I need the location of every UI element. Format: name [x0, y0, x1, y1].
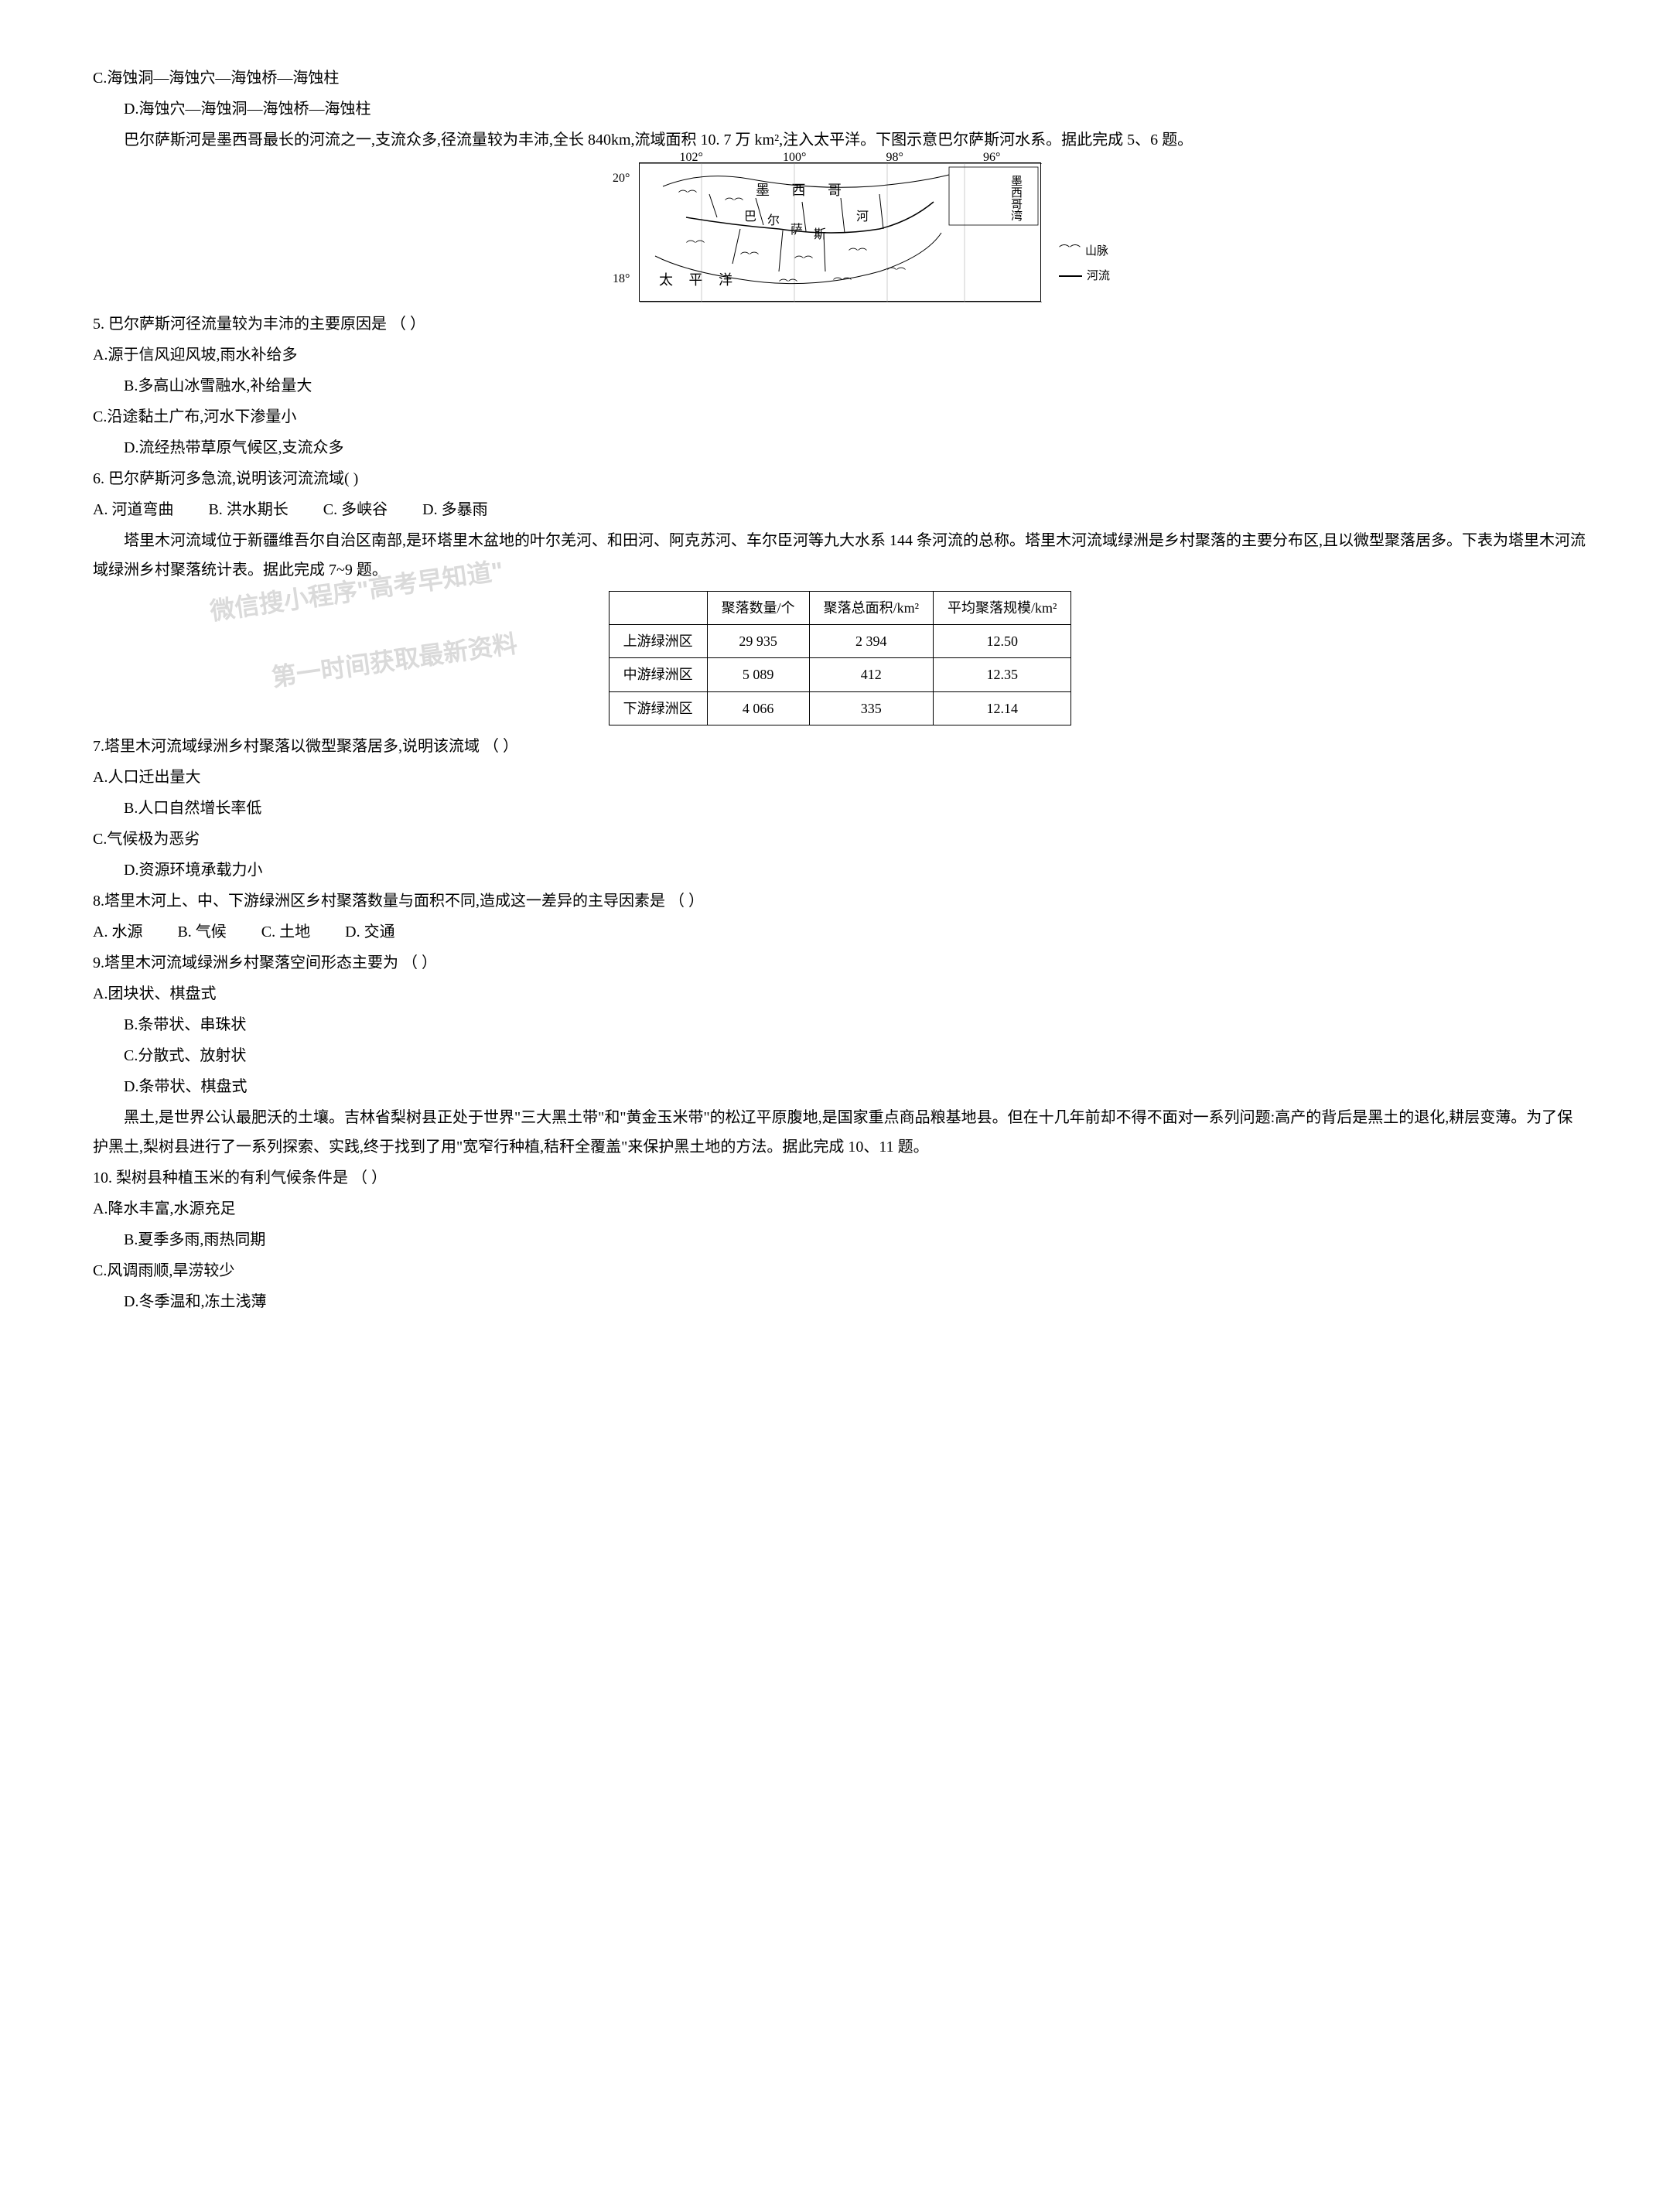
legend-river: 河流 — [1087, 265, 1110, 288]
table-header: 聚落数量/个 — [707, 592, 809, 625]
table-cell: 5 089 — [707, 658, 809, 691]
q10-stem: 10. 梨树县种植玉米的有利气候条件是 （ ） — [93, 1163, 1587, 1193]
svg-text:⌒⌒: ⌒⌒ — [779, 278, 797, 289]
lat-label: 20° — [613, 167, 630, 190]
option-c: C.海蚀洞—海蚀穴—海蚀桥—海蚀柱 — [93, 63, 1587, 93]
table-cell: 上游绿洲区 — [609, 625, 707, 658]
q10-d: D.冬季温和,冻土浅薄 — [93, 1287, 1587, 1316]
svg-text:⌒⌒: ⌒⌒ — [849, 248, 867, 258]
q10-c: C.风调雨顺,旱涝较少 — [93, 1256, 1587, 1285]
svg-text:⌒⌒: ⌒⌒ — [794, 255, 813, 266]
q8-stem: 8.塔里木河上、中、下游绿洲区乡村聚落数量与面积不同,造成这一差异的主导因素是 … — [93, 886, 1587, 916]
passage-2: 塔里木河流域位于新疆维吾尔自治区南部,是环塔里木盆地的叶尔羌河、和田河、阿克苏河… — [93, 526, 1587, 585]
q8-c: C. 土地 — [261, 923, 310, 941]
q9-d: D.条带状、棋盘式 — [93, 1072, 1587, 1101]
lat-label: 18° — [613, 268, 630, 291]
q6-c: C. 多峡谷 — [323, 501, 388, 518]
mountain-icon: ⌒⌒ — [1059, 241, 1081, 262]
river-icon — [1059, 275, 1082, 277]
table-cell: 412 — [809, 658, 933, 691]
table-header: 聚落总面积/km² — [809, 592, 933, 625]
q9-b: B.条带状、串珠状 — [93, 1010, 1587, 1040]
table-header-row: 聚落数量/个 聚落总面积/km² 平均聚落规模/km² — [609, 592, 1071, 625]
q7-b: B.人口自然增长率低 — [93, 794, 1587, 823]
q8-b: B. 气候 — [177, 923, 226, 941]
table-row: 中游绿洲区 5 089 412 12.35 — [609, 658, 1071, 691]
q9-stem: 9.塔里木河流域绿洲乡村聚落空间形态主要为 （ ） — [93, 948, 1587, 978]
map-figure: 102° 100° 98° 96° 20° 18° 墨 西 哥 巴 尔 萨 斯 … — [93, 162, 1587, 302]
q6-d: D. 多暴雨 — [422, 501, 487, 518]
table-cell: 下游绿洲区 — [609, 691, 707, 725]
watermark-2: 第一时间获取最新资料 — [268, 620, 520, 702]
q5-stem: 5. 巴尔萨斯河径流量较为丰沛的主要原因是 （ ） — [93, 309, 1587, 339]
q9-c: C.分散式、放射状 — [93, 1041, 1587, 1070]
q5-d: D.流经热带草原气候区,支流众多 — [93, 433, 1587, 463]
q10-a: A.降水丰富,水源充足 — [93, 1194, 1587, 1224]
q8-options: A. 水源 B. 气候 C. 土地 D. 交通 — [93, 917, 1587, 947]
q9-a: A.团块状、棋盘式 — [93, 979, 1587, 1009]
legend-mountain: 山脉 — [1085, 241, 1108, 263]
table-cell: 12.50 — [934, 625, 1071, 658]
svg-text:⌒⌒: ⌒⌒ — [740, 251, 759, 262]
table-cell: 中游绿洲区 — [609, 658, 707, 691]
svg-text:⌒⌒: ⌒⌒ — [725, 197, 743, 208]
table-cell: 335 — [809, 691, 933, 725]
table-cell: 29 935 — [707, 625, 809, 658]
table-cell: 2 394 — [809, 625, 933, 658]
q5-c: C.沿途黏土广布,河水下渗量小 — [93, 402, 1587, 432]
q7-a: A.人口迁出量大 — [93, 763, 1587, 792]
table-cell: 12.35 — [934, 658, 1071, 691]
table-header — [609, 592, 707, 625]
table-header: 平均聚落规模/km² — [934, 592, 1071, 625]
q7-c: C.气候极为恶劣 — [93, 824, 1587, 854]
svg-text:⌒⌒: ⌒⌒ — [686, 240, 705, 251]
q6-a: A. 河道弯曲 — [93, 501, 173, 518]
q7-stem: 7.塔里木河流域绿洲乡村聚落以微型聚落居多,说明该流域 （ ） — [93, 732, 1587, 761]
svg-text:⌒⌒: ⌒⌒ — [887, 267, 906, 278]
passage-3: 黑土,是世界公认最肥沃的土壤。吉林省梨树县正处于世界"三大黑土带"和"黄金玉米带… — [93, 1103, 1587, 1162]
q5-a: A.源于信风迎风坡,雨水补给多 — [93, 340, 1587, 370]
q8-a: A. 水源 — [93, 923, 142, 941]
table-row: 上游绿洲区 29 935 2 394 12.50 — [609, 625, 1071, 658]
q7-d: D.资源环境承载力小 — [93, 855, 1587, 885]
table-cell: 12.14 — [934, 691, 1071, 725]
table-cell: 4 066 — [707, 691, 809, 725]
q5-b: B.多高山冰雪融水,补给量大 — [93, 371, 1587, 401]
option-d: D.海蚀穴—海蚀洞—海蚀桥—海蚀柱 — [93, 94, 1587, 124]
map-svg: ⌒⌒ ⌒⌒ ⌒⌒ ⌒⌒ ⌒⌒ ⌒⌒ ⌒⌒ ⌒⌒ ⌒⌒ — [640, 163, 1042, 302]
settlement-table: 聚落数量/个 聚落总面积/km² 平均聚落规模/km² 上游绿洲区 29 935… — [609, 591, 1072, 725]
q6-b: B. 洪水期长 — [208, 501, 288, 518]
svg-text:⌒⌒: ⌒⌒ — [678, 189, 697, 200]
q10-b: B.夏季多雨,雨热同期 — [93, 1225, 1587, 1255]
svg-text:⌒⌒: ⌒⌒ — [833, 277, 852, 288]
q8-d: D. 交通 — [345, 923, 394, 941]
q6-options: A. 河道弯曲 B. 洪水期长 C. 多峡谷 D. 多暴雨 — [93, 495, 1587, 524]
table-row: 下游绿洲区 4 066 335 12.14 — [609, 691, 1071, 725]
q6-stem: 6. 巴尔萨斯河多急流,说明该河流流域( ) — [93, 464, 1587, 493]
